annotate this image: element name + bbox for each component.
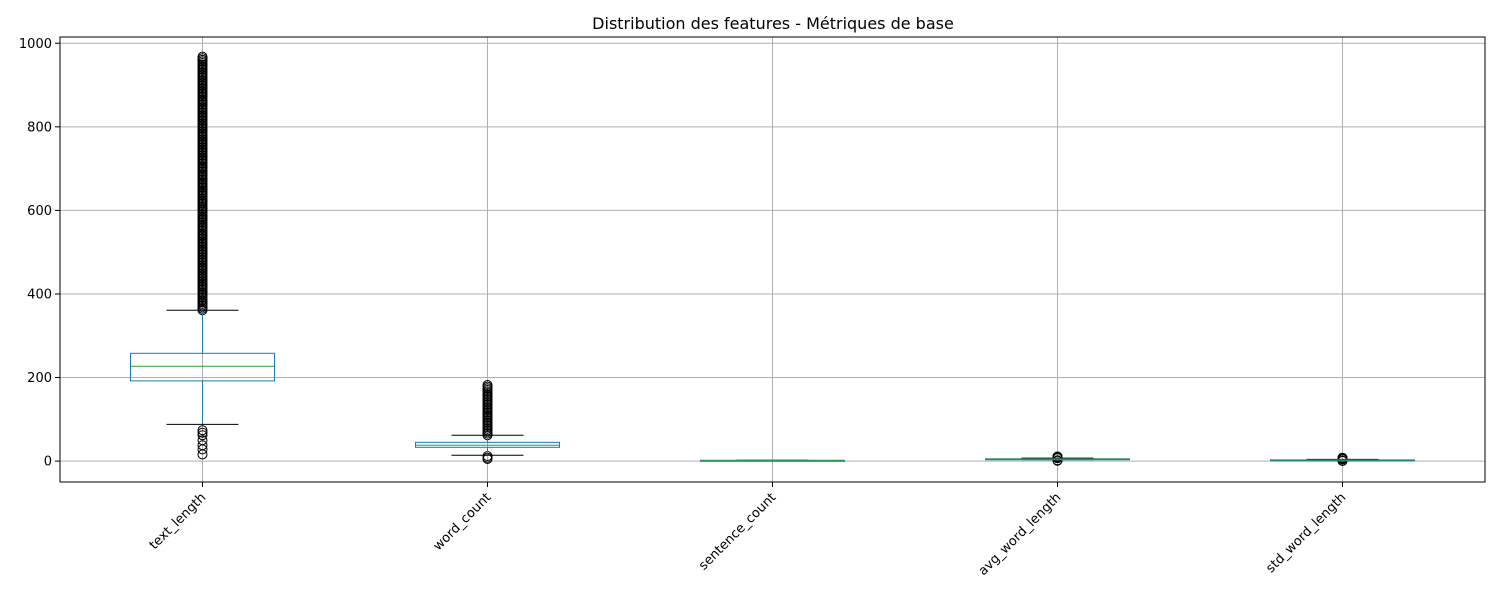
outlier-point <box>197 449 208 460</box>
outlier-point <box>197 51 208 62</box>
outlier-point <box>1052 455 1063 466</box>
x-tick-label: std_word_length <box>1263 490 1349 576</box>
x-tick-label: text_length <box>147 490 210 553</box>
outlier-point <box>197 425 208 436</box>
y-tick-label: 0 <box>44 455 52 470</box>
box-avg_word_length <box>985 451 1130 466</box>
x-tick-label: sentence_count <box>696 490 779 573</box>
box-word_count <box>415 380 560 465</box>
y-tick-label: 200 <box>27 371 52 386</box>
outlier-point <box>1052 451 1063 462</box>
x-tick-label: word_count <box>431 490 495 554</box>
y-tick-label: 1000 <box>19 37 52 52</box>
box-sentence_count <box>700 459 845 462</box>
chart-title: Distribution des features - Métriques de… <box>592 14 954 33</box>
outlier-point <box>482 380 493 391</box>
outlier-point <box>1337 452 1348 463</box>
y-tick-label: 800 <box>27 120 52 135</box>
y-tick-label: 600 <box>27 204 52 219</box>
axes: 0 200 400 600 800 1000 text_length word_count se… <box>19 37 1349 579</box>
outlier-point <box>197 430 208 441</box>
outlier-point <box>197 427 208 438</box>
y-tick-label: 400 <box>27 287 52 302</box>
x-tick-label: avg_word_length <box>976 490 1065 579</box>
iqr-box <box>130 352 275 382</box>
box-std_word_length <box>1270 452 1415 466</box>
grid-lines <box>60 37 1485 482</box>
box-text_length <box>130 51 275 460</box>
boxes <box>130 51 1415 466</box>
outlier-point <box>197 444 208 455</box>
